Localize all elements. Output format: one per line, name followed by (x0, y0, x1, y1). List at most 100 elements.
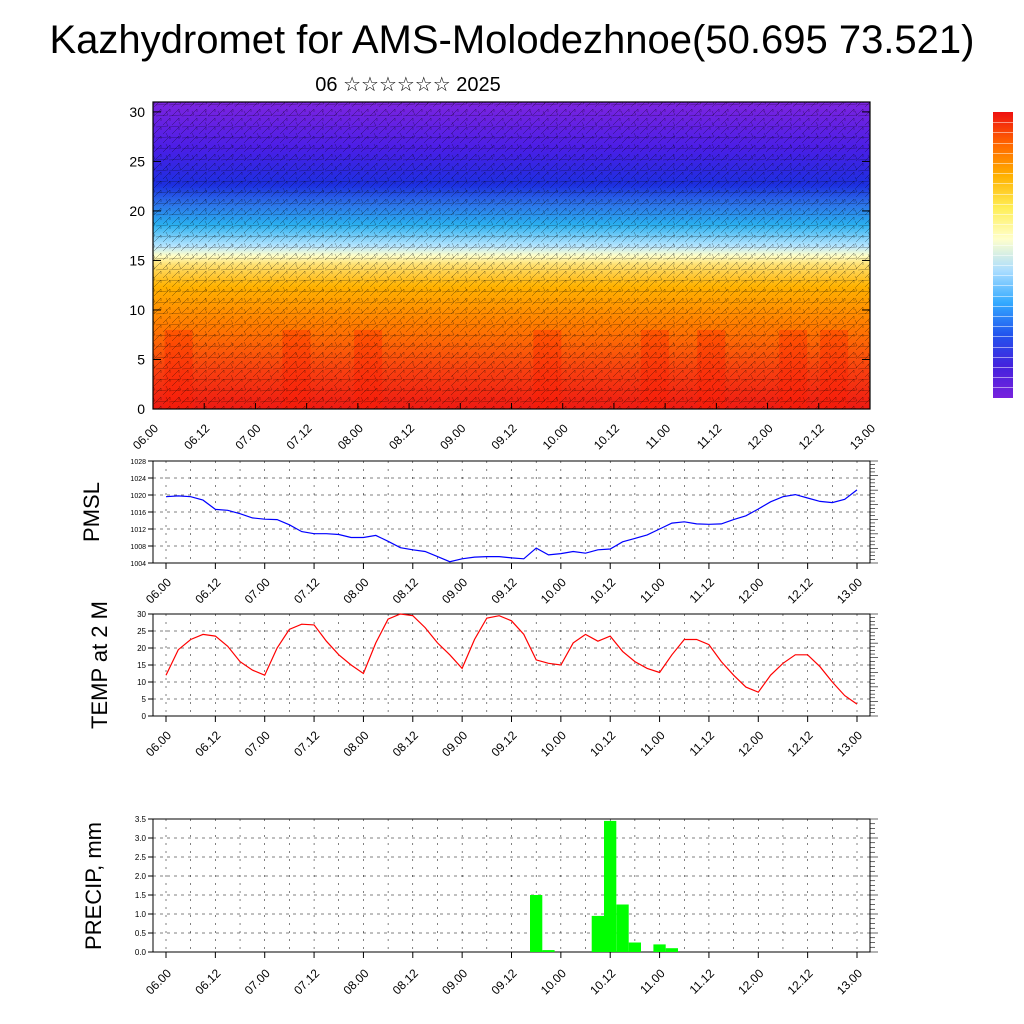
x-tick-label: 13.00 (834, 966, 865, 997)
x-tick-label: 06.00 (130, 421, 161, 452)
x-tick-label: 09.00 (439, 575, 470, 606)
x-tick-label: 12.12 (785, 728, 816, 759)
precip-bar (616, 904, 629, 952)
x-tick-label: 08.12 (390, 728, 421, 759)
y-tick-label: 15 (129, 252, 145, 268)
y-tick-label: 2.5 (135, 853, 147, 862)
pmsl-y-axis: 1004 1008 1012 1016 1020 1024 1028 (130, 459, 878, 568)
temp-line (165, 613, 858, 705)
x-tick-label: 10.12 (587, 575, 618, 606)
precip-grid (153, 819, 870, 952)
colorbar-divider (993, 163, 1013, 164)
x-tick-label: 08.12 (390, 966, 421, 997)
x-tick-label: 12.00 (735, 728, 766, 759)
colorbar-divider (993, 295, 1013, 297)
precip-x-axis: 06.00 06.12 07.00 07.12 08.00 08.12 09.00 09.12… (143, 952, 865, 997)
precip-bar (530, 895, 543, 952)
pmsl-x-axis: 06.00 06.12 07.00 07.12 08.00 08.12 09.00 09.12… (143, 563, 865, 606)
x-tick-label: 12.12 (785, 575, 816, 606)
y-tick-label: 10 (137, 678, 146, 687)
x-tick-label: 10.00 (538, 966, 569, 997)
temp-y-label: TEMP at 2 M (87, 601, 112, 729)
wind-barbs-layer-2 (153, 102, 870, 409)
x-tick-label: 09.00 (437, 421, 468, 452)
colorbar-divider (993, 316, 1013, 317)
temp-x-axis: 06.00 06.12 07.00 07.12 08.00 08.12 09.00 09.12… (143, 716, 865, 759)
y-tick-label: 10 (129, 302, 145, 318)
x-tick-label: 06.12 (192, 728, 223, 759)
colorbar-divider (993, 142, 1013, 144)
precip-bar (653, 944, 666, 952)
y-tick-label: 25 (137, 627, 146, 636)
x-tick-label: 10.12 (587, 728, 618, 759)
x-tick-label: 11.12 (687, 575, 718, 606)
precip-panel: 0.0 0.5 1.0 1.5 2.0 2.5 3.0 3.5 06.00 06.12 07.00… (81, 815, 878, 997)
x-tick-label: 08.12 (390, 575, 421, 606)
colorbar-divider (993, 275, 1013, 277)
x-tick-label: 09.00 (439, 728, 470, 759)
colorbar-divider (993, 244, 1013, 246)
x-tick-label: 09.12 (488, 728, 519, 759)
precip-y-axis: 0.0 0.5 1.0 1.5 2.0 2.5 3.0 3.5 (135, 815, 878, 957)
y-tick-label: 0.5 (135, 929, 147, 938)
precip-bar (591, 915, 604, 952)
y-tick-label: 1.0 (135, 910, 147, 919)
y-tick-label: 30 (129, 104, 145, 120)
x-tick-label: 07.00 (242, 728, 273, 759)
x-tick-label: 08.00 (340, 728, 371, 759)
colorbar-divider (993, 193, 1013, 195)
precip-bar (542, 950, 555, 952)
y-tick-label: 1.5 (135, 891, 147, 900)
temp-series (165, 613, 858, 705)
colorbar-divider (993, 285, 1013, 287)
colorbar-divider (993, 254, 1013, 256)
colorbar-divider (993, 183, 1013, 185)
x-tick-label: 13.00 (847, 421, 878, 452)
precip-series (530, 820, 678, 952)
y-tick-label: 3.5 (135, 815, 147, 824)
x-tick-label: 07.00 (242, 575, 273, 606)
x-tick-label: 10.12 (587, 966, 618, 997)
x-tick-label: 11.00 (637, 728, 668, 759)
colorbar-divider (993, 203, 1013, 205)
color-legend-bar (993, 112, 1013, 398)
colorbar-divider (993, 336, 1013, 338)
temp-grid (153, 614, 870, 716)
y-tick-label: 1028 (130, 459, 146, 466)
y-tick-label: 5 (142, 695, 147, 704)
y-tick-label: 0 (142, 712, 147, 721)
x-tick-label: 11.00 (637, 966, 668, 997)
x-tick-label: 12.00 (735, 966, 766, 997)
x-tick-label: 12.00 (735, 575, 766, 606)
colorbar-divider (993, 224, 1013, 226)
colorbar-divider (993, 326, 1013, 328)
cross-section-x-axis: 06.00 06.12 07.00 07.12 08.00 08.12 09.00 09.12… (130, 403, 878, 452)
pmsl-grid (153, 461, 870, 563)
x-tick-label: 10.00 (538, 575, 569, 606)
x-tick-label: 09.00 (439, 966, 470, 997)
x-tick-label: 07.12 (291, 966, 322, 997)
x-tick-label: 08.12 (386, 421, 417, 452)
x-tick-label: 07.12 (284, 421, 315, 452)
x-tick-label: 08.00 (340, 575, 371, 606)
x-tick-label: 11.12 (694, 421, 725, 452)
y-tick-label: 30 (137, 610, 146, 619)
x-tick-label: 06.12 (192, 966, 223, 997)
x-tick-label: 13.00 (834, 728, 865, 759)
x-tick-label: 08.00 (340, 966, 371, 997)
pmsl-y-label: PMSL (79, 482, 104, 542)
y-tick-label: 15 (137, 661, 146, 670)
y-tick-label: 3.0 (135, 834, 147, 843)
temp-panel: 0 5 10 15 20 25 30 06.00 06.12 07.00 07.12 08.00 08… (87, 601, 878, 759)
y-tick-label: 1012 (130, 527, 146, 534)
x-tick-label: 07.00 (232, 421, 263, 452)
x-tick-label: 11.12 (687, 966, 718, 997)
x-tick-label: 12.00 (745, 421, 776, 452)
cross-section-y-axis: 0 5 10 15 20 25 30 (129, 104, 870, 417)
precip-y-label: PRECIP, mm (81, 822, 106, 950)
x-tick-label: 09.12 (488, 575, 519, 606)
colorbar-divider (993, 305, 1013, 307)
temp-y-axis: 0 5 10 15 20 25 30 (137, 610, 878, 721)
pmsl-series (165, 489, 858, 563)
